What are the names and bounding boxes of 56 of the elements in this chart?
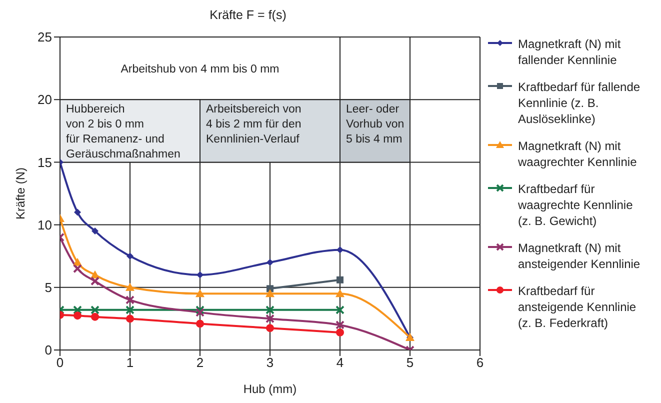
legend-label: Magnetkraft (N) mit ansteigender Kennlinie bbox=[518, 240, 642, 272]
y-tick-label: 10 bbox=[38, 217, 52, 232]
chart-title: Kräfte F = f(s) bbox=[208, 8, 288, 22]
point bbox=[126, 282, 134, 291]
legend-label: Magnetkraft (N) mit waagrechter Kennlinie bbox=[518, 138, 638, 170]
y-tick-label: 0 bbox=[44, 342, 52, 358]
band-label: Leer- oder Vorhub von 5 bis 4 mm bbox=[346, 104, 404, 146]
point bbox=[336, 289, 344, 298]
x-tick-label: 2 bbox=[196, 355, 204, 370]
y-tick-label: 5 bbox=[44, 280, 52, 296]
y-tick-label: 15 bbox=[38, 154, 52, 170]
point bbox=[266, 289, 274, 298]
legend-label: Magnetkraft (N) mit fallender Kennlinie bbox=[518, 36, 622, 68]
point bbox=[266, 324, 274, 332]
point bbox=[336, 320, 344, 330]
point bbox=[336, 246, 344, 254]
point bbox=[336, 328, 344, 336]
legend-label: Kraftbedarf für ansteigende Kennlinie (z. B. Federkraft) bbox=[518, 283, 638, 331]
point bbox=[196, 308, 204, 317]
point bbox=[196, 305, 204, 314]
band-label: Arbeitshub von 4 mm bis 0 mm bbox=[120, 63, 280, 76]
x-tick-label: 4 bbox=[336, 355, 344, 370]
point bbox=[126, 252, 134, 260]
x-tick-label: 1 bbox=[126, 355, 134, 370]
point bbox=[74, 312, 82, 320]
point bbox=[73, 305, 82, 314]
band-label: Hubbereich von 2 bis 0 mm für Remanenz- und Geräuschmaßnahmen bbox=[66, 104, 180, 161]
band-label: Arbeitsbereich von 4 bis 2 mm für den Kennlinien-Verlauf bbox=[206, 104, 302, 146]
point bbox=[266, 258, 274, 266]
x-tick-label: 6 bbox=[476, 355, 484, 370]
x-axis-title: Hub (mm) bbox=[243, 382, 297, 396]
point bbox=[91, 312, 99, 321]
point bbox=[196, 271, 204, 278]
point bbox=[196, 320, 204, 328]
y-tick-label: 25 bbox=[38, 30, 52, 45]
point bbox=[126, 295, 134, 304]
point bbox=[336, 305, 344, 314]
point bbox=[74, 208, 81, 216]
point bbox=[126, 314, 134, 323]
y-tick-label: 20 bbox=[38, 92, 52, 108]
legend-label: Kraftbedarf für fallende Kennlinie (z. B. Auslöseklinke) bbox=[518, 79, 642, 127]
x-tick-label: 5 bbox=[406, 355, 414, 370]
point bbox=[126, 305, 134, 314]
point bbox=[266, 285, 274, 292]
point bbox=[90, 305, 100, 314]
x-tick-label: 0 bbox=[56, 355, 64, 370]
x-tick-label: 3 bbox=[266, 355, 274, 370]
point bbox=[92, 228, 98, 235]
legend-label: Kraftbedarf für waagrechte Kennlinie (z. B. Gewicht) bbox=[518, 181, 634, 229]
point bbox=[90, 276, 100, 286]
point bbox=[336, 276, 344, 284]
point bbox=[73, 264, 82, 274]
y-axis-title: Kräfte (N) bbox=[13, 167, 28, 220]
point bbox=[196, 289, 204, 298]
point bbox=[266, 305, 274, 314]
point bbox=[266, 314, 274, 324]
